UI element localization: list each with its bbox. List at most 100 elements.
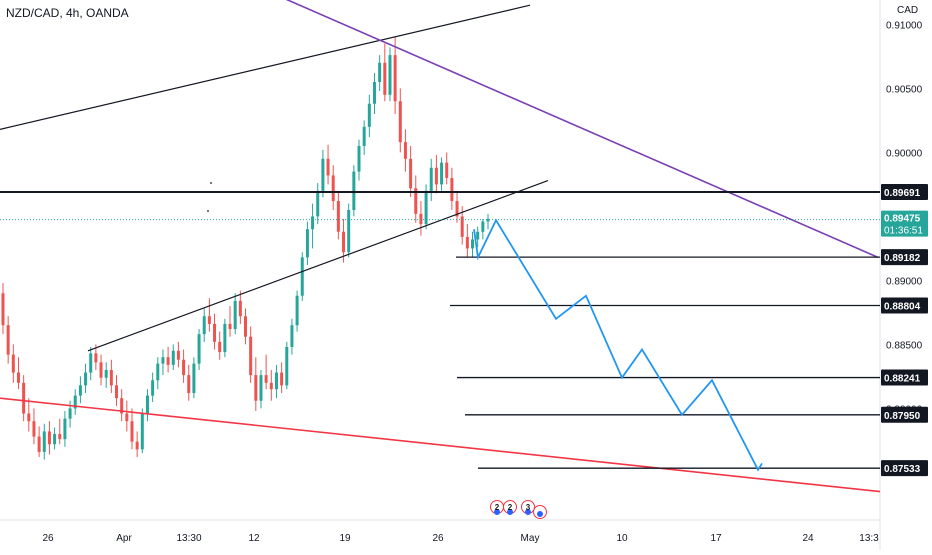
level-price-label-bg (881, 460, 928, 477)
candle-body (140, 413, 144, 450)
candle-body (259, 375, 263, 401)
candle-body (156, 363, 160, 381)
candle-body (233, 300, 237, 330)
trendline (0, 397, 881, 493)
candle-body (254, 375, 258, 401)
candle-body (27, 413, 31, 422)
trendline (0, 4, 531, 130)
candle-body (342, 231, 346, 253)
candle-body (135, 441, 139, 450)
candle-body (1, 293, 5, 326)
candle-body (94, 353, 98, 363)
candle-body (471, 239, 475, 249)
currency-label: CAD (897, 5, 919, 16)
candle-body (300, 257, 304, 296)
level-price-label-bg (881, 297, 928, 314)
event-flag (494, 509, 500, 515)
event-count: 3 (526, 503, 531, 512)
candle-body (218, 341, 222, 353)
candle-body (434, 167, 438, 185)
candle-body (120, 398, 124, 414)
x-tick-label: 26 (432, 533, 444, 544)
candle-body (99, 362, 103, 378)
level-price-label-bg (881, 249, 928, 266)
candle-body (393, 55, 397, 102)
candle-body (78, 385, 82, 396)
x-tick-label: 13:30 (176, 533, 201, 544)
candle-body (311, 216, 315, 230)
y-tick-label: 0.91000 (886, 20, 923, 31)
level-price-label: 0.88804 (884, 301, 921, 312)
candle-body (223, 323, 227, 353)
candle-body (336, 201, 340, 232)
current-price-label: 0.89475 (884, 214, 921, 225)
candle-body (486, 218, 490, 222)
candle-body (305, 229, 309, 258)
candle-body (115, 385, 119, 399)
trendline (87, 179, 549, 352)
x-tick-label: 24 (802, 533, 814, 544)
candle-body (84, 372, 88, 386)
candle-body (409, 158, 413, 189)
candle-body (372, 82, 376, 104)
candle-body (213, 323, 217, 342)
x-tick-label: 26 (42, 533, 54, 544)
candle-body (383, 62, 387, 95)
candle-body (68, 408, 72, 419)
candle-body (42, 431, 46, 452)
level-price-label-bg (881, 183, 928, 200)
trendline (285, 0, 879, 259)
candle-body (445, 162, 449, 178)
event-flag (537, 511, 543, 517)
candle-body (481, 221, 485, 232)
candle-body (151, 380, 155, 396)
candle-body (321, 158, 325, 191)
candle-body (398, 101, 402, 143)
candle-body (37, 436, 41, 452)
candle-body (347, 210, 351, 253)
candle-body (202, 316, 206, 335)
candle-body (6, 325, 10, 355)
candle-body (109, 370, 113, 386)
candle-body (125, 413, 129, 422)
x-tick-label: 10 (616, 533, 628, 544)
level-price-label: 0.87950 (884, 411, 921, 422)
dot-marker (210, 182, 212, 184)
candle-body (192, 363, 196, 394)
candle-body (249, 336, 253, 376)
y-tick-label: 0.89000 (886, 276, 923, 287)
candle-body (207, 316, 211, 324)
candle-body (104, 370, 108, 378)
candle-body (89, 353, 93, 373)
candle-body (414, 188, 418, 214)
y-tick-label: 0.90000 (886, 148, 923, 159)
candle-body (367, 103, 371, 127)
candle-body (465, 236, 469, 249)
candle-body (440, 162, 444, 185)
candle-body (264, 375, 268, 383)
level-price-label: 0.88241 (884, 374, 921, 385)
candle-body (73, 395, 77, 409)
candle-body (460, 216, 464, 237)
candle-body (161, 357, 165, 364)
candle-body (274, 372, 278, 390)
candle-body (403, 142, 407, 159)
event-count: 2 (508, 503, 513, 512)
candle-body (316, 190, 320, 217)
candle-body (187, 375, 191, 394)
candle-body (22, 382, 26, 414)
candle-body (388, 55, 392, 95)
candle-body (58, 434, 62, 440)
candle-body (280, 372, 284, 386)
x-tick-label: Apr (116, 533, 132, 544)
candle-body (450, 178, 454, 202)
current-price-label-bg (881, 210, 928, 237)
candle-body (11, 354, 15, 373)
y-tick-label: 0.88500 (886, 340, 923, 351)
level-price-label: 0.89182 (884, 253, 921, 264)
level-price-label-bg (881, 406, 928, 423)
candle-body (130, 421, 134, 442)
candle-body (419, 213, 423, 225)
